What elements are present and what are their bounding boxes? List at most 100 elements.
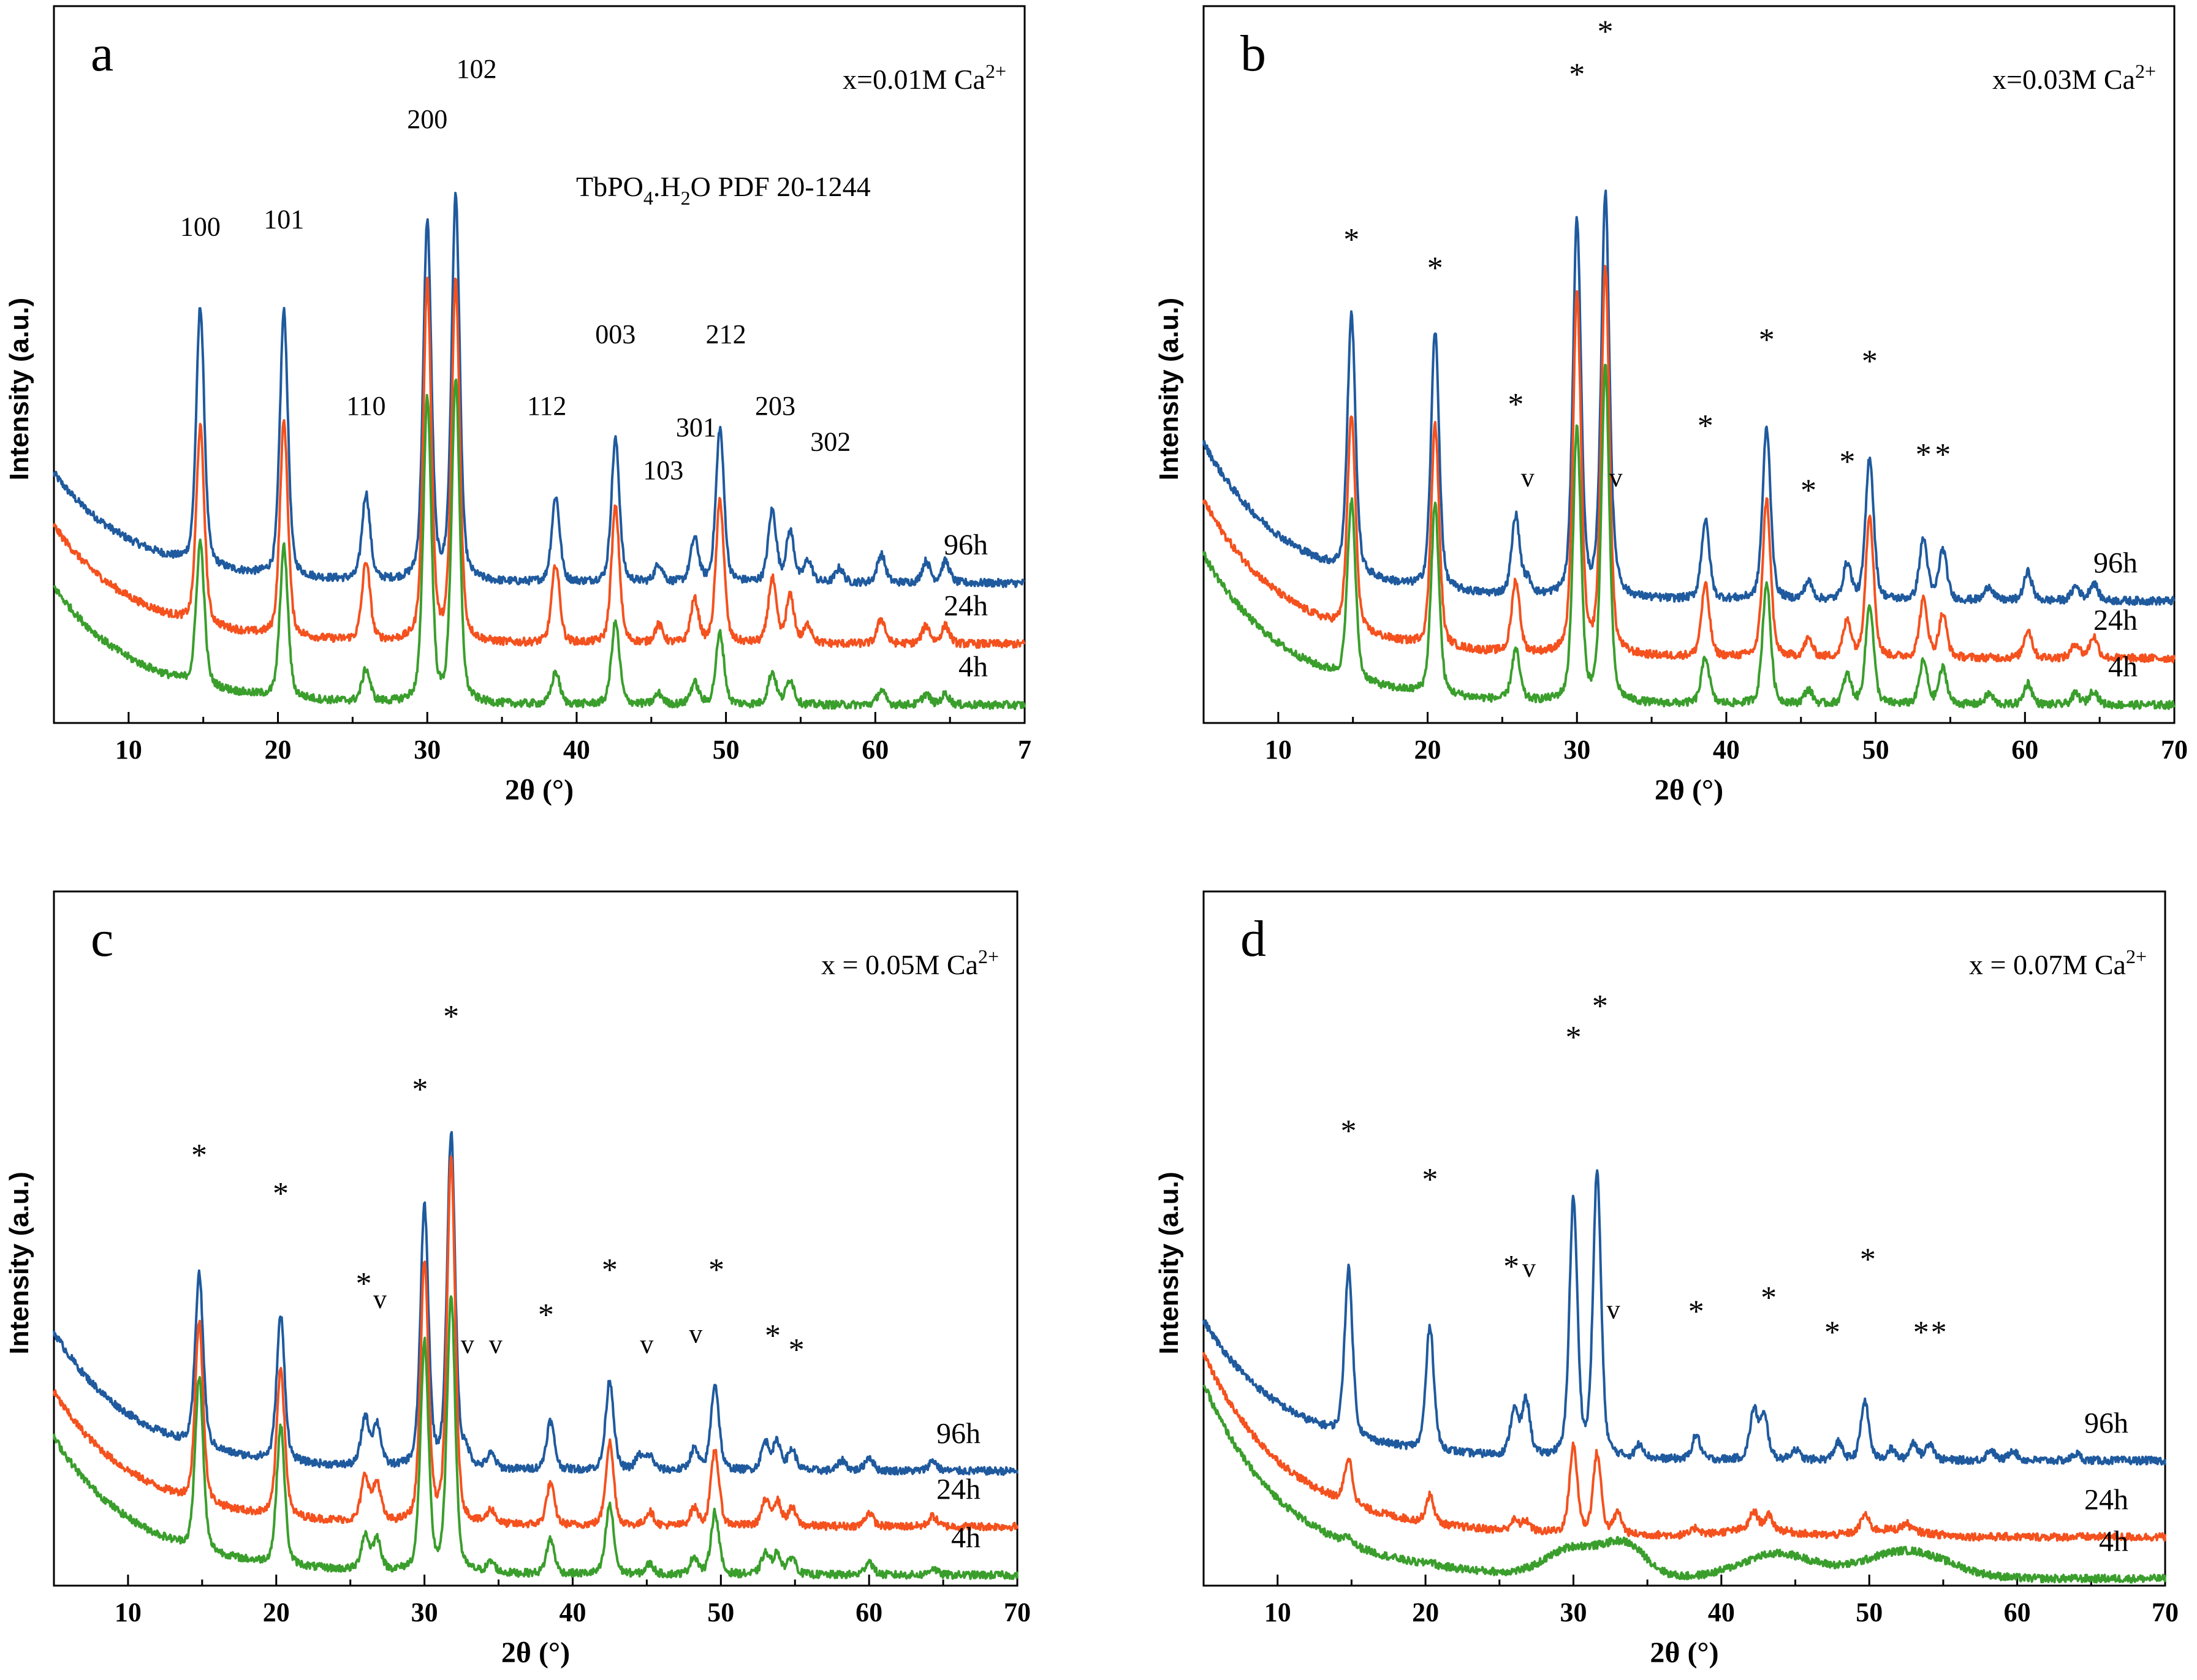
star-marker: * xyxy=(273,1176,289,1211)
panel-c: 10 20 30 40 50 60 70 2θ (°) Intensity (a.u.) c x =… xyxy=(4,890,1031,1669)
x-tick-label: 70 xyxy=(2161,735,2188,765)
star-marker: * xyxy=(1862,344,1878,379)
x-tick-label: 50 xyxy=(1862,735,1889,765)
y-axis-title: Intensity (a.u.) xyxy=(4,1171,34,1354)
panel-b: 10 20 30 40 50 60 70 2θ (°) Intensity (a.u.) b x=0… xyxy=(1154,5,2188,806)
peak-index-label: 301 xyxy=(676,412,716,442)
x-tick-label: 10 xyxy=(115,1597,142,1627)
concentration-superscript: 2+ xyxy=(2135,60,2156,82)
series-4h xyxy=(1202,1385,2166,1584)
star-marker: * xyxy=(1565,1020,1581,1055)
panel-letter: d xyxy=(1240,910,1266,967)
v-marker: v xyxy=(689,1319,702,1349)
star-marker: * xyxy=(1824,1315,1840,1350)
plot-frame xyxy=(53,890,1019,1587)
peak-index-label: 302 xyxy=(810,426,851,456)
series-24h xyxy=(53,1155,1019,1532)
x-tick-label: 30 xyxy=(1560,1597,1587,1627)
panel-a: 10 20 30 40 50 60 7 2θ (°) Intensity (a.u.) a x=0.… xyxy=(4,5,1031,806)
peak-index-label: 212 xyxy=(706,319,746,349)
star-marker: * xyxy=(1698,409,1713,444)
star-marker: * xyxy=(1761,1281,1777,1315)
star-marker: * xyxy=(1422,1162,1438,1197)
series-96h xyxy=(53,1130,1019,1476)
series-label-96h: 96h xyxy=(2093,547,2138,579)
series-label-4h: 4h xyxy=(2108,651,2138,683)
star-marker: * xyxy=(443,999,459,1034)
concentration-superscript: 2+ xyxy=(985,60,1006,82)
star-marker: * xyxy=(1508,387,1523,422)
series-label-96h: 96h xyxy=(2084,1407,2128,1440)
x-tick-label: 30 xyxy=(1563,735,1590,765)
concentration-label: x = 0.05M Ca2+ xyxy=(821,945,999,980)
peak-index-label: 203 xyxy=(755,391,795,421)
series-24h xyxy=(1202,265,2176,664)
x-tick-label: 70 xyxy=(1004,1597,1031,1627)
reference-pdf-label: TbPO4.H2O PDF 20-1244 xyxy=(576,171,871,209)
concentration-superscript: 2+ xyxy=(2126,945,2147,967)
panel-letter: c xyxy=(91,910,113,967)
plot-frame xyxy=(1202,5,2176,724)
x-tick-label: 60 xyxy=(856,1597,882,1627)
peak-index-label: 101 xyxy=(264,205,304,235)
series-label-96h: 96h xyxy=(936,1418,981,1450)
reference-post: O PDF 20-1244 xyxy=(691,171,871,202)
x-tick-label: 60 xyxy=(862,735,889,765)
series-96h xyxy=(1202,189,2176,606)
x-tick-label: 7 xyxy=(1018,735,1031,765)
x-tick-label: 30 xyxy=(414,735,441,765)
x-tick-label: 10 xyxy=(115,735,142,765)
series-24h xyxy=(1202,1352,2166,1542)
star-marker: * xyxy=(765,1319,781,1353)
star-marker: * xyxy=(1688,1294,1704,1329)
x-tick-label: 50 xyxy=(1856,1597,1883,1627)
series-4h xyxy=(53,378,1026,710)
v-marker: v xyxy=(1607,1295,1620,1325)
peak-index-label: 102 xyxy=(457,54,497,84)
series-24h xyxy=(53,276,1026,649)
x-tick-label: 40 xyxy=(559,1597,586,1627)
star-marker: * xyxy=(1759,323,1775,358)
x-tick-label: 60 xyxy=(2004,1597,2031,1627)
series-4h xyxy=(53,1295,1019,1580)
series-label-24h: 24h xyxy=(2093,604,2138,637)
star-marker: * xyxy=(1341,1114,1357,1149)
v-marker: v xyxy=(461,1329,474,1359)
x-tick-label: 20 xyxy=(1414,735,1441,765)
x-axis-title: 2θ (°) xyxy=(1655,774,1723,806)
concentration-label: x=0.03M Ca2+ xyxy=(1992,60,2156,95)
x-tick-label: 30 xyxy=(411,1597,438,1627)
peak-index-label: 100 xyxy=(180,211,221,241)
series-label-96h: 96h xyxy=(944,529,988,561)
series-label-4h: 4h xyxy=(958,651,988,683)
series-label-4h: 4h xyxy=(2099,1525,2128,1557)
v-marker: v xyxy=(640,1329,653,1359)
series-label-24h: 24h xyxy=(944,590,988,622)
peak-index-label: 110 xyxy=(346,391,385,421)
star-marker: * xyxy=(412,1072,428,1107)
x-axis-title: 2θ (°) xyxy=(505,774,574,806)
star-marker: * xyxy=(1503,1249,1519,1284)
star-marker: * xyxy=(1598,15,1614,50)
x-tick-label: 20 xyxy=(263,1597,290,1627)
x-tick-label: 20 xyxy=(265,735,292,765)
concentration-text: x = 0.05M Ca xyxy=(821,949,978,980)
star-marker: * xyxy=(1427,251,1443,286)
star-marker: * xyxy=(355,1266,371,1301)
y-axis-title: Intensity (a.u.) xyxy=(1154,298,1184,480)
concentration-text: x = 0.07M Ca xyxy=(1969,949,2126,980)
y-axis-title: Intensity (a.u.) xyxy=(1154,1171,1184,1354)
star-marker: * xyxy=(538,1298,554,1333)
star-marker: * xyxy=(1913,1315,1929,1350)
x-tick-label: 40 xyxy=(1708,1597,1735,1627)
series-label-24h: 24h xyxy=(936,1473,981,1505)
star-marker: * xyxy=(1800,473,1816,508)
x-tick-label: 50 xyxy=(707,1597,734,1627)
concentration-label: x=0.01M Ca2+ xyxy=(843,60,1006,95)
star-marker: * xyxy=(1931,1315,1947,1350)
star-marker: * xyxy=(1935,437,1951,472)
x-axis-title: 2θ (°) xyxy=(501,1636,570,1669)
plot-frame xyxy=(1202,890,2166,1587)
plot-frame xyxy=(53,5,1026,724)
